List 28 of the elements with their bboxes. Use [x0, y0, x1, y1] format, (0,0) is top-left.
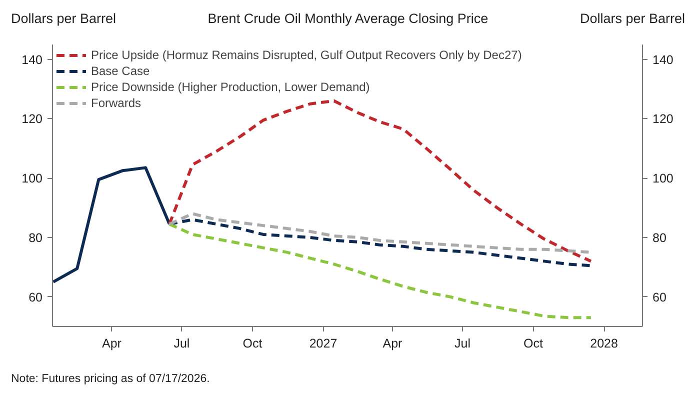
- y-tick-label: 120: [22, 112, 43, 126]
- y-tick-label: 100: [22, 172, 43, 186]
- x-tick-label: 2027: [309, 336, 338, 350]
- legend-label: Forwards: [91, 96, 142, 110]
- y2-tick-label: 60: [652, 290, 666, 304]
- y2-tick-label: 120: [652, 112, 674, 126]
- y2-tick-label: 100: [652, 172, 674, 186]
- x-tick-label: Apr: [102, 336, 122, 350]
- y-tick-label: 80: [28, 230, 43, 245]
- y-tick-label: 140: [22, 52, 43, 67]
- y-tick-label: 60: [28, 290, 43, 304]
- legend-label: Price Downside (Higher Production, Lower Demand): [91, 80, 370, 94]
- y2-tick-label: 80: [652, 230, 666, 245]
- line-series: [168, 99, 592, 263]
- x-tick-label: Oct: [524, 336, 544, 350]
- y2-tick-label: 140: [652, 52, 674, 67]
- y2-axis-title: Dollars per Barrel: [580, 10, 685, 28]
- x-tick-label: Oct: [242, 336, 263, 350]
- line-series: [168, 222, 592, 320]
- legend-label: Price Upside (Hormuz Remains Disrupted, Gulf Output Recovers Only by Dec27): [91, 48, 522, 62]
- x-tick-label: Jul: [174, 336, 190, 350]
- x-tick-label: Apr: [382, 336, 402, 350]
- x-tick-label: Jul: [454, 336, 470, 350]
- x-tick-label: 2028: [590, 336, 618, 350]
- chart-title: Brent Crude Oil Monthly Average Closing Price: [208, 10, 488, 28]
- text: Note: Futures pricing as of 07/17/2026.: [11, 372, 210, 387]
- legend-label: Base Case: [91, 64, 150, 78]
- y-axis-title: Dollars per Barrel: [11, 10, 116, 28]
